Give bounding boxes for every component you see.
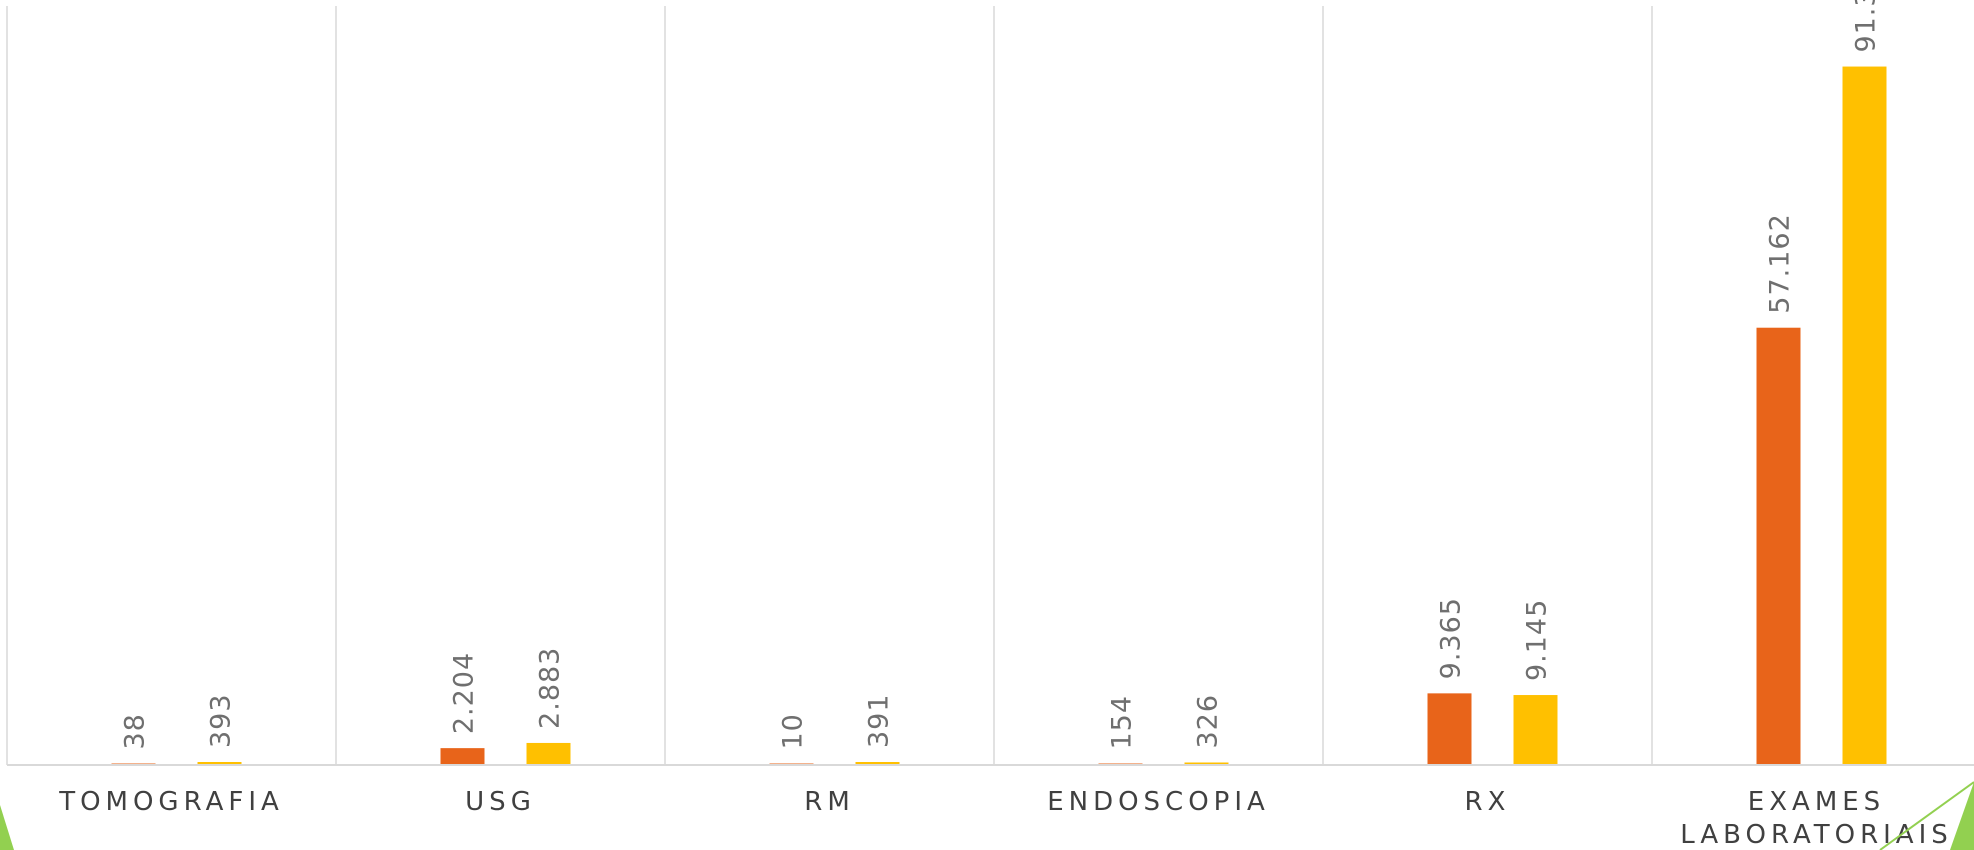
green-triangle-right-decoration — [1950, 782, 1974, 850]
category-label-2: USG — [465, 787, 536, 817]
category-label-6-line-1: EXAMES — [1748, 787, 1885, 817]
category-label-6-line-2: LABORATORIAIS — [1680, 820, 1953, 850]
bar-series-1-5 — [1427, 693, 1472, 765]
bar-series-1-2 — [440, 748, 485, 765]
bar-series-2-1 — [197, 761, 242, 765]
category-label-5: RX — [1465, 787, 1511, 817]
green-triangle-left-decoration — [0, 805, 14, 850]
bar-series-1-6 — [1756, 327, 1801, 765]
bar-series-2-6 — [1842, 66, 1887, 766]
data-label-series-1-4: 154 — [1107, 695, 1138, 750]
data-label-series-1-2: 2.204 — [449, 652, 480, 734]
slide-decoration — [0, 781, 1974, 850]
category-labels: TOMOGRAFIA USG RM ENDOSCOPIA RX EXAMESLABORAT… — [58, 787, 1953, 850]
bars — [111, 66, 1887, 766]
category-label-1: TOMOGRAFIA — [58, 787, 284, 817]
data-label-series-2-5: 9.145 — [1522, 599, 1553, 681]
data-label-series-2-3: 391 — [864, 693, 895, 748]
category-label-4: ENDOSCOPIA — [1047, 787, 1270, 817]
bar-series-2-5 — [1513, 695, 1558, 765]
data-label-series-1-1: 38 — [120, 713, 151, 749]
bar-series-2-3 — [855, 762, 900, 765]
category-separators — [6, 6, 1653, 765]
bar-series-2-2 — [526, 742, 571, 765]
data-label-series-1-5: 9.365 — [1436, 597, 1467, 679]
value-labels: 38 393 2.204 2.883 10 391 154 326 9.365 9.145 57.1… — [120, 0, 1882, 750]
green-accent-line-decoration — [1879, 781, 1974, 850]
data-label-series-2-6: 91.3 — [1851, 0, 1882, 53]
data-label-series-1-6: 57.162 — [1765, 213, 1796, 313]
data-label-series-2-1: 393 — [206, 693, 237, 748]
data-label-series-2-2: 2.883 — [535, 647, 566, 729]
bar-series-2-4 — [1184, 762, 1229, 765]
data-label-series-2-4: 326 — [1193, 694, 1224, 749]
category-label-3: RM — [804, 787, 855, 817]
data-label-series-1-3: 10 — [778, 713, 809, 749]
